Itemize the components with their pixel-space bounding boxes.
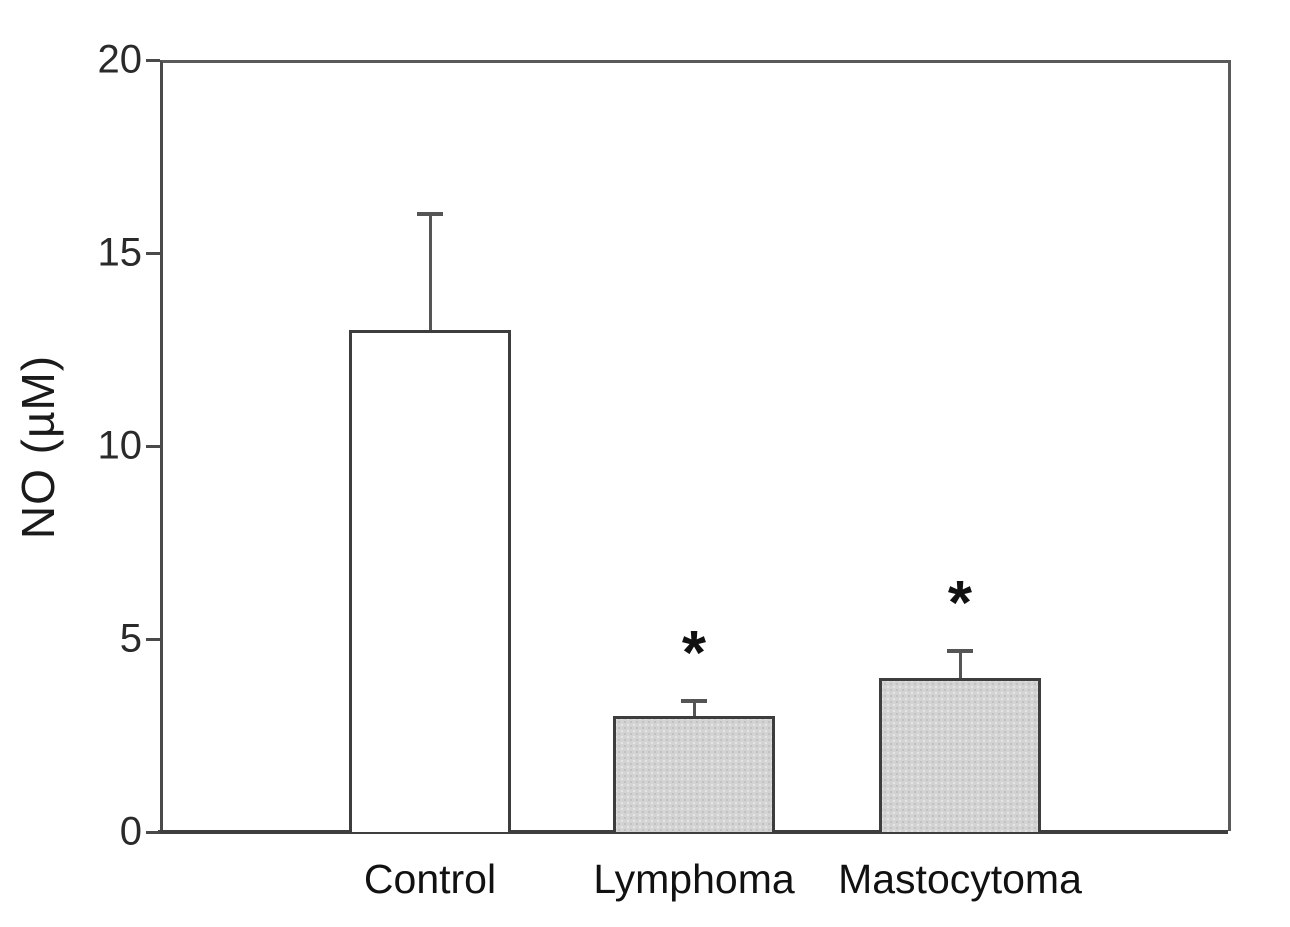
bar-lymphoma: [613, 716, 775, 832]
y-tick-mark: [146, 637, 160, 641]
y-tick-mark: [146, 444, 160, 448]
x-category-label-control: Control: [363, 856, 497, 902]
significance-asterisk: *: [947, 568, 973, 638]
y-tick-mark: [146, 830, 160, 834]
y-tick-mark: [146, 251, 160, 255]
error-bar-stem: [428, 214, 432, 331]
bar-mastocytoma: [879, 677, 1041, 832]
y-tick-label: 0: [119, 809, 142, 854]
y-tick-mark: [146, 58, 160, 62]
plot-area: [160, 60, 1231, 831]
bar-control: [349, 330, 511, 832]
x-category-label-mastocytoma: Mastocytoma: [838, 856, 1082, 902]
y-tick-label: 15: [97, 230, 143, 275]
y-tick-label: 20: [97, 37, 143, 82]
y-tick-label: 10: [97, 423, 143, 468]
error-bar-cap: [681, 698, 707, 703]
error-bar-cap: [947, 648, 973, 653]
error-bar-stem: [692, 700, 696, 717]
error-bar-stem: [958, 650, 962, 678]
x-category-label-lymphoma: Lymphoma: [593, 856, 795, 902]
significance-asterisk: *: [681, 618, 707, 688]
x-axis-line: [158, 830, 1228, 834]
y-tick-label: 5: [119, 616, 142, 661]
error-bar-cap: [417, 212, 443, 217]
